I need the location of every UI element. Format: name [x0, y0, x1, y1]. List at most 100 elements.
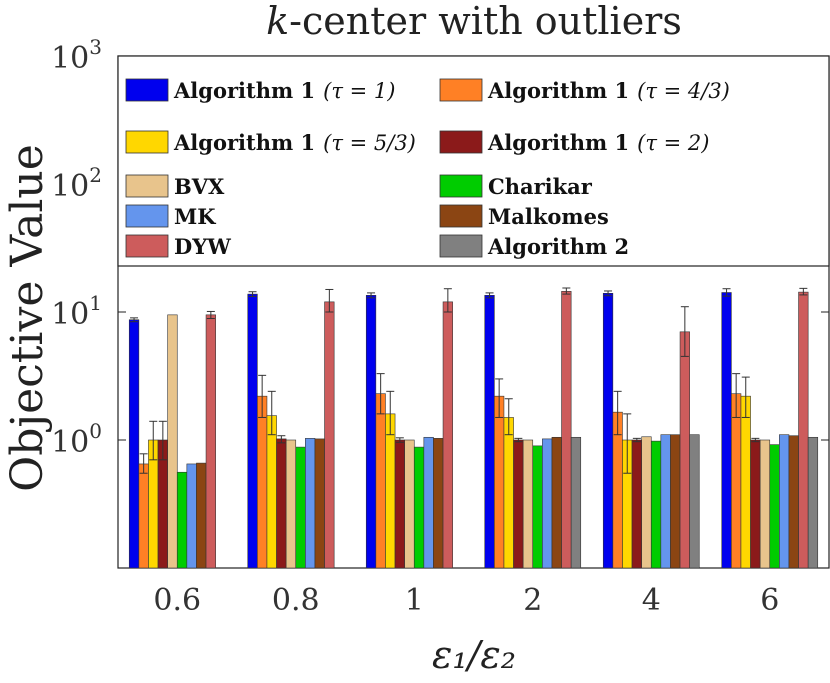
- legend-swatch: [125, 174, 169, 198]
- y-tick-label: 102: [51, 163, 102, 204]
- bar: [731, 393, 742, 569]
- legend-label: DYW: [174, 234, 231, 259]
- legend-label: Algorithm 1 (τ = 5/3): [173, 130, 416, 155]
- bar: [365, 295, 377, 569]
- bar: [721, 292, 732, 569]
- y-tick-label: 101: [51, 291, 102, 332]
- legend-label-name: DYW: [174, 234, 231, 259]
- legend-label: Malkomes: [488, 204, 609, 229]
- bar: [176, 471, 188, 569]
- bar: [266, 415, 277, 569]
- legend-label-tau: (τ = 4/3): [637, 79, 730, 103]
- legend-label-name: Malkomes: [488, 204, 609, 229]
- bar: [503, 417, 514, 569]
- bar: [394, 439, 405, 569]
- bar: [679, 331, 690, 569]
- bar: [196, 462, 207, 569]
- legend-label-name: Algorithm 1: [173, 130, 315, 155]
- x-tick-label: 0.8: [272, 583, 320, 618]
- bar: [650, 440, 662, 569]
- bar: [276, 438, 287, 569]
- chart-title-italic: k: [266, 0, 289, 43]
- legend-label-name: BVX: [174, 174, 225, 199]
- legend-swatch: [125, 130, 169, 154]
- legend-label: Charikar: [488, 174, 593, 199]
- legend-label: Algorithm 1 (τ = 1): [173, 78, 395, 103]
- bar: [660, 434, 671, 569]
- legend-label: Algorithm 1 (τ = 2): [487, 130, 709, 155]
- bar: [257, 395, 268, 569]
- y-tick-label-exponent: 2: [89, 163, 102, 187]
- y-tick-label-base: 10: [51, 169, 89, 204]
- x-axis-label: ε₁/ε₂: [432, 633, 516, 677]
- bar: [513, 439, 524, 569]
- y-axis-label: Objective Value: [2, 144, 53, 492]
- bar: [186, 463, 197, 569]
- y-tick-label-base: 10: [51, 425, 89, 460]
- bar: [570, 436, 582, 569]
- bar: [532, 445, 543, 569]
- bar: [750, 439, 761, 569]
- bar: [167, 314, 178, 569]
- legend-swatch: [439, 130, 483, 154]
- legend-swatch: [439, 174, 483, 198]
- bar: [602, 292, 614, 569]
- bar: [138, 463, 149, 569]
- bar: [385, 413, 396, 569]
- bar: [442, 301, 453, 569]
- bar: [295, 446, 306, 569]
- legend-label-tau: (τ = 1): [323, 79, 395, 103]
- legend-swatch: [439, 204, 483, 228]
- legend-label-tau: (τ = 2): [637, 131, 709, 155]
- bar: [324, 301, 335, 569]
- y-tick-label-exponent: 3: [89, 35, 102, 59]
- bar: [247, 293, 258, 569]
- bar: [413, 446, 425, 569]
- bar: [779, 434, 790, 569]
- bar: [542, 438, 553, 569]
- bar: [314, 438, 325, 569]
- bar: [798, 291, 809, 569]
- y-tick-label: 103: [51, 35, 102, 76]
- legend-label-name: Algorithm 1: [487, 78, 629, 103]
- legend-label-tau: (τ = 5/3): [323, 131, 416, 155]
- bar: [433, 438, 444, 569]
- bar: [551, 436, 562, 569]
- x-tick-label: 6: [760, 583, 779, 618]
- bar: [740, 395, 751, 569]
- legend-swatch: [439, 234, 483, 258]
- bar: [484, 295, 495, 569]
- legend-label: Algorithm 2: [487, 234, 629, 259]
- legend-swatch: [439, 78, 483, 102]
- legend-label-name: Algorithm 2: [487, 234, 629, 259]
- bar: [205, 314, 216, 569]
- bar: [612, 411, 623, 569]
- bar: [641, 436, 652, 569]
- y-tick-label-exponent: 1: [89, 291, 102, 315]
- x-tick-label: 2: [523, 583, 542, 618]
- bar: [404, 439, 415, 569]
- bar: [522, 439, 534, 569]
- x-tick-label: 4: [642, 583, 661, 618]
- bar: [561, 291, 572, 569]
- chart-title: k-center with outliers: [266, 0, 682, 43]
- legend-swatch: [125, 234, 169, 258]
- bar: [375, 393, 386, 569]
- x-tick-label: 1: [405, 583, 424, 618]
- bar: [689, 434, 700, 569]
- bar: [128, 319, 140, 569]
- legend-label-name: Charikar: [488, 174, 593, 199]
- bar: [670, 434, 681, 569]
- legend-label: MK: [174, 204, 216, 229]
- y-tick-label: 100: [51, 419, 102, 460]
- bar: [423, 436, 434, 569]
- x-tick-label: 0.6: [153, 583, 201, 618]
- y-tick-label-exponent: 0: [89, 419, 102, 443]
- y-tick-label-base: 10: [51, 297, 89, 332]
- legend-label-name: Algorithm 1: [173, 78, 315, 103]
- bar: [305, 438, 316, 569]
- legend-swatch: [125, 204, 169, 228]
- bar: [494, 395, 505, 569]
